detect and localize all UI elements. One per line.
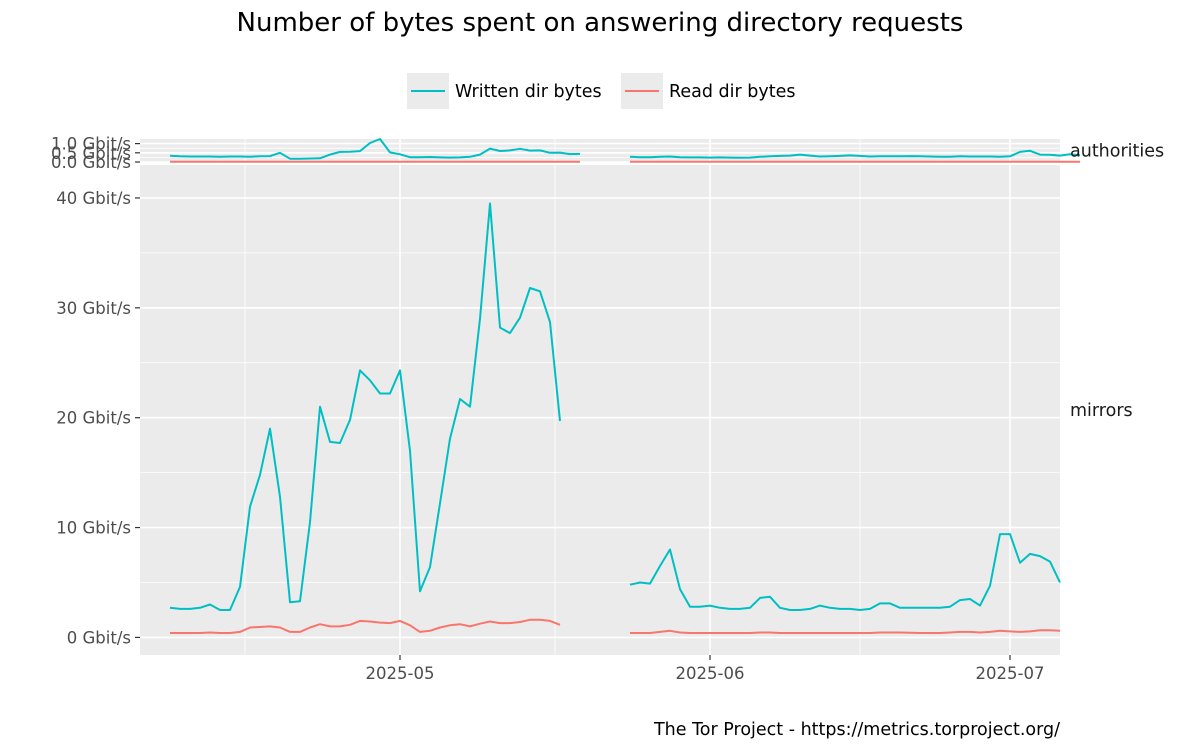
y-tick-label: 0 Gbit/s xyxy=(67,628,131,647)
panel-background xyxy=(140,139,1060,162)
chart-title: Number of bytes spent on answering direc… xyxy=(237,8,964,38)
legend: Written dir bytes Read dir bytes xyxy=(407,73,795,109)
facet-label: authorities xyxy=(1070,142,1164,162)
legend-label-written: Written dir bytes xyxy=(455,82,602,102)
y-tick-label: 40 Gbit/s xyxy=(56,189,131,208)
series-line-written xyxy=(629,533,1061,611)
panel-mirrors: 0 Gbit/s 10 Gbit/s 20 Gbit/s 30 Gbit/s 40 Gb… xyxy=(56,165,1133,683)
facet-label: mirrors xyxy=(1070,401,1133,421)
plot-area: 0.0 Gbit/s0.5 Gbit/s1.0 Gbit/s authoritie… xyxy=(51,135,1164,683)
x-tick-label: 2025-06 xyxy=(676,664,745,683)
x-tick-label: 2025-07 xyxy=(976,664,1045,683)
series-line-read xyxy=(630,629,1061,634)
y-tick-label: 0.5 Gbit/s xyxy=(51,144,131,163)
y-tick-label: 0.0 Gbit/s xyxy=(51,153,131,172)
series-line-written xyxy=(169,202,561,611)
series-line-read xyxy=(170,618,561,634)
y-tick-label: 20 Gbit/s xyxy=(56,409,131,428)
y-tick-label: 10 Gbit/s xyxy=(56,519,131,538)
series-line-written xyxy=(169,138,581,160)
legend-label-read: Read dir bytes xyxy=(669,82,795,102)
panel-background xyxy=(140,165,1060,655)
series-line-written xyxy=(629,149,1081,159)
y-tick-label: 1.0 Gbit/s xyxy=(51,135,131,154)
x-tick-label: 2025-05 xyxy=(366,664,435,683)
panel-authorities: 0.0 Gbit/s0.5 Gbit/s1.0 Gbit/s authoritie… xyxy=(51,135,1164,172)
y-tick-label: 30 Gbit/s xyxy=(56,299,131,318)
chart-caption: The Tor Project - https://metrics.torpro… xyxy=(653,720,1060,740)
